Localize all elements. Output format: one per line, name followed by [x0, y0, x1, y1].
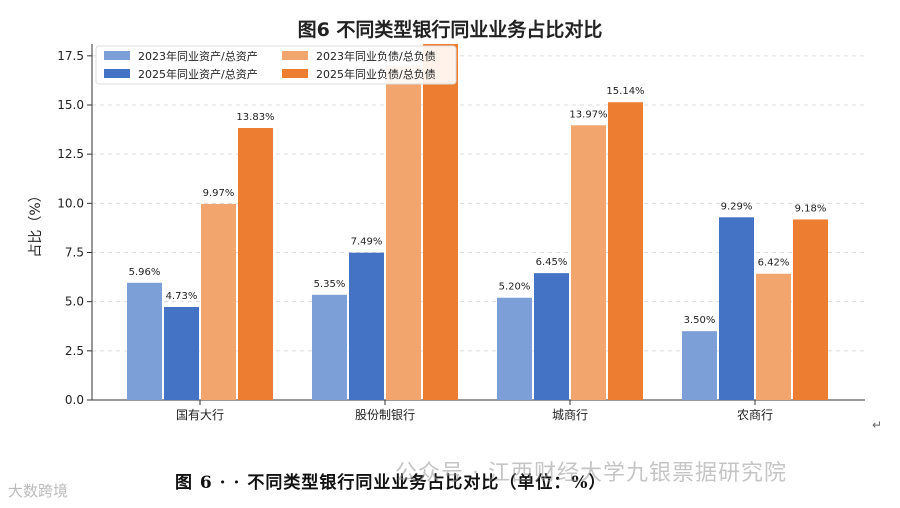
bar	[497, 297, 532, 400]
bar	[719, 217, 754, 400]
data-label: 9.18%	[795, 203, 827, 214]
bar	[571, 125, 606, 401]
return-mark-icon: ↵	[872, 418, 883, 432]
legend-swatch	[104, 69, 130, 78]
bar	[164, 306, 199, 400]
data-label: 6.45%	[536, 257, 568, 268]
data-label: 6.42%	[758, 258, 790, 269]
data-label: 13.83%	[236, 112, 274, 123]
bar	[756, 273, 791, 400]
y-tick-label: 0.0	[65, 393, 84, 407]
figure-caption: 图 6 · · 不同类型银行同业业务占比对比（单位：%）	[175, 473, 607, 493]
bar	[682, 331, 717, 400]
x-tick-label: 农商行	[737, 407, 773, 422]
bar	[534, 273, 569, 400]
data-label: 9.29%	[721, 201, 753, 212]
bar	[312, 294, 347, 400]
legend-swatch	[104, 51, 130, 60]
legend-label: 2023年同业资产/总资产	[138, 49, 258, 63]
x-tick-label: 城商行	[552, 407, 588, 422]
data-label: 5.20%	[499, 282, 531, 293]
bar	[238, 128, 273, 400]
legend-swatch	[282, 51, 308, 60]
y-tick-label: 12.5	[57, 147, 84, 161]
data-label: 9.97%	[203, 188, 235, 199]
y-tick-label: 15.0	[57, 98, 84, 112]
bar	[127, 282, 162, 400]
y-tick-label: 10.0	[57, 196, 84, 210]
watermark-text: 公众号 · 江西财经大学九银票据研究院	[395, 461, 787, 486]
bar	[349, 252, 384, 400]
x-tick-label: 国有大行	[176, 408, 224, 422]
data-label: 5.35%	[314, 279, 346, 290]
legend-swatch	[282, 69, 308, 78]
legend-box	[95, 45, 457, 85]
legend-label: 2025年同业资产/总资产	[138, 67, 258, 81]
y-tick-label: 7.5	[65, 246, 84, 260]
bar	[201, 203, 236, 400]
legend-label: 2023年同业负债/总负债	[316, 49, 436, 63]
bar	[423, 44, 458, 401]
bar	[608, 102, 643, 400]
y-tick-label: 2.5	[65, 344, 84, 358]
corner-watermark: 大数跨境	[8, 482, 69, 500]
data-label: 5.96%	[129, 267, 161, 278]
bar	[793, 219, 828, 400]
data-label: 13.97%	[569, 109, 607, 120]
y-tick-label: 17.5	[57, 49, 84, 63]
y-tick-label: 5.0	[65, 295, 84, 309]
chart-title: 图6 不同类型银行同业业务占比对比	[298, 18, 603, 41]
data-label: 3.50%	[684, 315, 716, 326]
y-axis-label: 占比（%）	[28, 188, 44, 257]
data-label: 15.14%	[606, 86, 644, 97]
bar	[386, 65, 421, 401]
data-label: 4.73%	[166, 291, 198, 302]
data-label: 7.49%	[351, 237, 383, 248]
legend-label: 2025年同业负债/总负债	[316, 67, 436, 81]
x-tick-label: 股份制银行	[355, 408, 415, 422]
